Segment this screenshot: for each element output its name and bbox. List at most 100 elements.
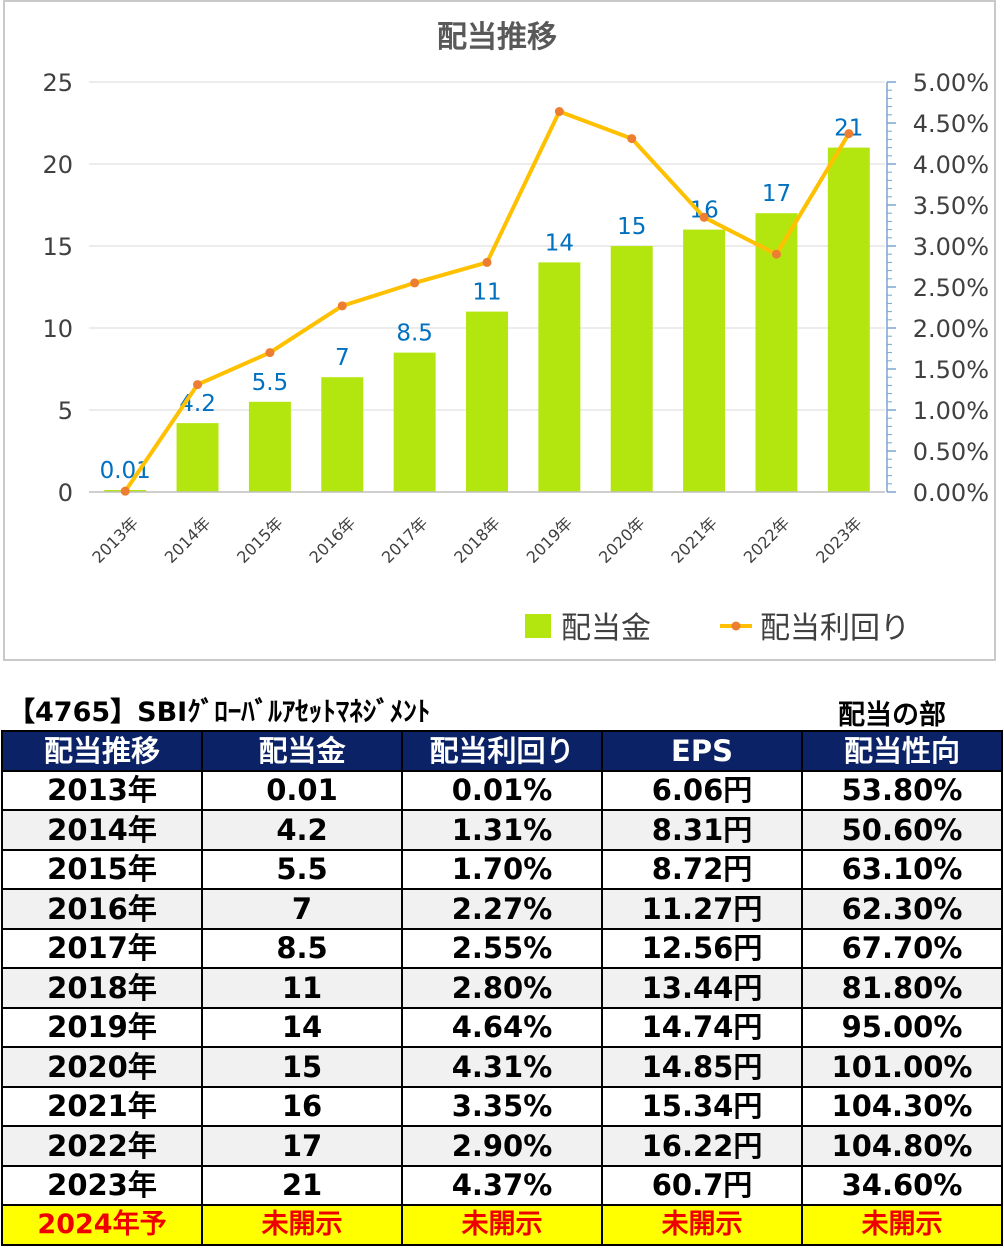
section-label: 配当の部 bbox=[838, 700, 946, 731]
bar-data-label: 15 bbox=[617, 214, 646, 240]
cell-payout: 62.30% bbox=[801, 888, 1003, 930]
yield-point-2015年 bbox=[265, 348, 275, 358]
bar-data-label: 14 bbox=[545, 230, 574, 256]
forecast-cell-yield: 未開示 bbox=[401, 1204, 603, 1246]
cell-eps: 8.72円 bbox=[601, 848, 803, 890]
cell-payout: 101.00% bbox=[801, 1046, 1003, 1088]
table-row: 2023年 21 4.37% 60.7円 34.60% bbox=[1, 1164, 1003, 1206]
x-tick-label: 2018年 bbox=[450, 513, 504, 567]
y-left-tick-label: 15 bbox=[42, 233, 73, 261]
cell-payout: 63.10% bbox=[801, 848, 1003, 890]
table-row: 2020年 15 4.31% 14.85円 101.00% bbox=[1, 1046, 1003, 1088]
cell-eps: 6.06円 bbox=[601, 769, 803, 811]
cell-eps: 60.7円 bbox=[601, 1164, 803, 1206]
y-left-tick-label: 5 bbox=[58, 397, 73, 425]
cell-dividend: 8.5 bbox=[201, 927, 403, 969]
cell-year: 2021年 bbox=[1, 1085, 203, 1127]
bar-data-label: 7 bbox=[335, 345, 350, 371]
header-payout: 配当性向 bbox=[801, 730, 1003, 772]
cell-year: 2020年 bbox=[1, 1046, 203, 1088]
dividend-table: 配当推移 配当金 配当利回り EPS 配当性向 2013年 0.01 0.01% 6.… bbox=[1, 730, 1003, 1246]
cell-eps: 16.22円 bbox=[601, 1125, 803, 1167]
cell-yield: 4.64% bbox=[401, 1006, 603, 1048]
bar-2019年 bbox=[538, 262, 581, 492]
cell-eps: 8.31円 bbox=[601, 809, 803, 851]
forecast-cell-eps: 未開示 bbox=[601, 1204, 803, 1246]
header-dividend: 配当金 bbox=[201, 730, 403, 772]
cell-year: 2013年 bbox=[1, 769, 203, 811]
forecast-row: 2024年予 未開示 未開示 未開示 未開示 bbox=[1, 1204, 1003, 1246]
cell-dividend: 5.5 bbox=[201, 848, 403, 890]
x-tick-label: 2016年 bbox=[306, 513, 360, 567]
cell-payout: 81.80% bbox=[801, 967, 1003, 1009]
cell-year: 2018年 bbox=[1, 967, 203, 1009]
bar-2015年 bbox=[248, 401, 291, 492]
cell-eps: 12.56円 bbox=[601, 927, 803, 969]
x-tick-label: 2022年 bbox=[740, 513, 794, 567]
yield-point-2020年 bbox=[627, 134, 637, 144]
cell-year: 2016年 bbox=[1, 888, 203, 930]
y-right-tick-label: 0.50% bbox=[913, 438, 989, 466]
y-right-tick-label: 2.50% bbox=[913, 274, 989, 302]
cell-eps: 13.44円 bbox=[601, 967, 803, 1009]
y-left-tick-label: 20 bbox=[42, 151, 73, 179]
cell-yield: 2.80% bbox=[401, 967, 603, 1009]
table-row: 2013年 0.01 0.01% 6.06円 53.80% bbox=[1, 769, 1003, 811]
yield-point-2023年 bbox=[844, 129, 854, 139]
bar-2016年 bbox=[321, 377, 364, 492]
cell-yield: 0.01% bbox=[401, 769, 603, 811]
y-right-tick-label: 3.50% bbox=[913, 192, 989, 220]
x-tick-label: 2014年 bbox=[161, 513, 215, 567]
bar-data-label: 0.01 bbox=[100, 458, 151, 484]
x-tick-label: 2013年 bbox=[88, 513, 142, 567]
header-year: 配当推移 bbox=[1, 730, 203, 772]
bar-data-label: 8.5 bbox=[396, 321, 433, 347]
yield-point-2021年 bbox=[699, 212, 709, 222]
bar-2017年 bbox=[393, 352, 436, 492]
bar-2021年 bbox=[683, 229, 726, 492]
cell-year: 2023年 bbox=[1, 1164, 203, 1206]
table-row: 2014年 4.2 1.31% 8.31円 50.60% bbox=[1, 809, 1003, 851]
table-row: 2015年 5.5 1.70% 8.72円 63.10% bbox=[1, 848, 1003, 890]
yield-point-2018年 bbox=[482, 257, 492, 267]
cell-year: 2022年 bbox=[1, 1125, 203, 1167]
x-tick-label: 2020年 bbox=[595, 513, 649, 567]
bar-data-label: 17 bbox=[762, 181, 791, 207]
table-row: 2021年 16 3.35% 15.34円 104.30% bbox=[1, 1085, 1003, 1127]
cell-dividend: 0.01 bbox=[201, 769, 403, 811]
cell-yield: 4.37% bbox=[401, 1164, 603, 1206]
legend-swatch-bar bbox=[525, 614, 551, 638]
table-row: 2018年 11 2.80% 13.44円 81.80% bbox=[1, 967, 1003, 1009]
yield-point-2017年 bbox=[410, 278, 420, 288]
y-right-tick-label: 0.00% bbox=[913, 479, 989, 507]
cell-yield: 2.90% bbox=[401, 1125, 603, 1167]
cell-eps: 14.74円 bbox=[601, 1006, 803, 1048]
cell-eps: 11.27円 bbox=[601, 888, 803, 930]
forecast-cell-dividend: 未開示 bbox=[201, 1204, 403, 1246]
y-right-tick-label: 1.00% bbox=[913, 397, 989, 425]
chart-frame: 配当推移 0 5 10 15 20 25 0.00% 0.50% 1.00% 1.50% 2.00% 2… bbox=[3, 0, 996, 661]
cell-payout: 53.80% bbox=[801, 769, 1003, 811]
cell-yield: 1.70% bbox=[401, 848, 603, 890]
table-header-row: 配当推移 配当金 配当利回り EPS 配当性向 bbox=[1, 730, 1003, 772]
cell-yield: 4.31% bbox=[401, 1046, 603, 1088]
cell-yield: 2.27% bbox=[401, 888, 603, 930]
table-row: 2022年 17 2.90% 16.22円 104.80% bbox=[1, 1125, 1003, 1167]
page-heading: 【4765】SBIｸﾞﾛｰﾊﾞﾙｱｾｯﾄﾏﾈｼﾞﾒﾝﾄ bbox=[8, 697, 431, 728]
cell-payout: 104.30% bbox=[801, 1085, 1003, 1127]
cell-dividend: 4.2 bbox=[201, 809, 403, 851]
y-right-tick-label: 5.00% bbox=[913, 69, 989, 97]
table-row: 2016年 7 2.27% 11.27円 62.30% bbox=[1, 888, 1003, 930]
bar-data-label: 5.5 bbox=[252, 370, 289, 396]
y-right-tick-label: 4.00% bbox=[913, 151, 989, 179]
cell-dividend: 11 bbox=[201, 967, 403, 1009]
y-right-tick-label: 3.00% bbox=[913, 233, 989, 261]
cell-yield: 1.31% bbox=[401, 809, 603, 851]
cell-dividend: 14 bbox=[201, 1006, 403, 1048]
yield-point-2013年 bbox=[120, 486, 130, 496]
cell-yield: 2.55% bbox=[401, 927, 603, 969]
x-tick-label: 2015年 bbox=[233, 513, 287, 567]
x-tick-label: 2021年 bbox=[667, 513, 721, 567]
x-tick-label: 2017年 bbox=[378, 513, 432, 567]
cell-year: 2019年 bbox=[1, 1006, 203, 1048]
